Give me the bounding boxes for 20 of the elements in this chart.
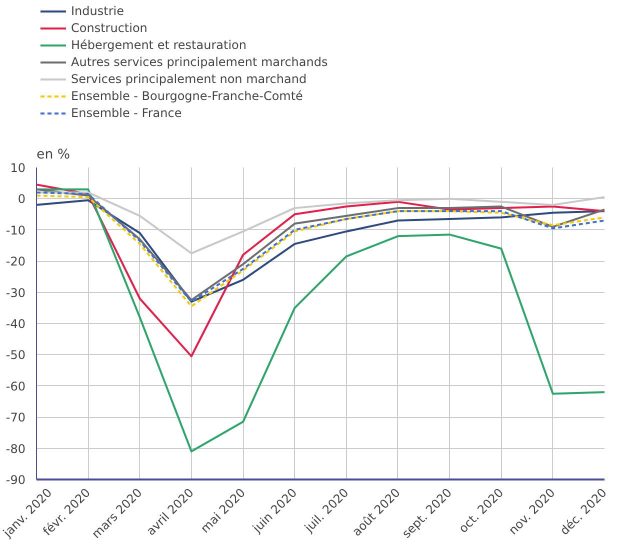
y-tick-label: -50 xyxy=(6,348,26,362)
y-tick-label: 0 xyxy=(18,192,26,206)
legend-label: Ensemble - Bourgogne-Franche-Comté xyxy=(71,89,303,103)
y-tick-label: -10 xyxy=(6,223,26,238)
y-tick-label: -60 xyxy=(6,379,26,394)
y-tick-label: -40 xyxy=(6,317,26,331)
legend-label: Industrie xyxy=(71,4,124,18)
legend-label: Autres services principalement marchands xyxy=(71,55,328,69)
legend-label: Ensemble - France xyxy=(71,106,182,120)
y-axis-title: en % xyxy=(36,148,70,162)
legend-label: Services principalement non marchand xyxy=(71,72,307,86)
y-tick-label: -80 xyxy=(6,442,26,456)
y-tick-label: -90 xyxy=(6,473,26,487)
y-tick-label: 10 xyxy=(10,161,26,175)
legend-label: Hébergement et restauration xyxy=(71,38,246,52)
y-tick-label: -20 xyxy=(6,254,26,269)
y-tick-label: -30 xyxy=(6,286,26,300)
line-series xyxy=(36,184,604,358)
legend-label: Construction xyxy=(71,21,148,35)
y-tick-label: -70 xyxy=(6,410,26,425)
